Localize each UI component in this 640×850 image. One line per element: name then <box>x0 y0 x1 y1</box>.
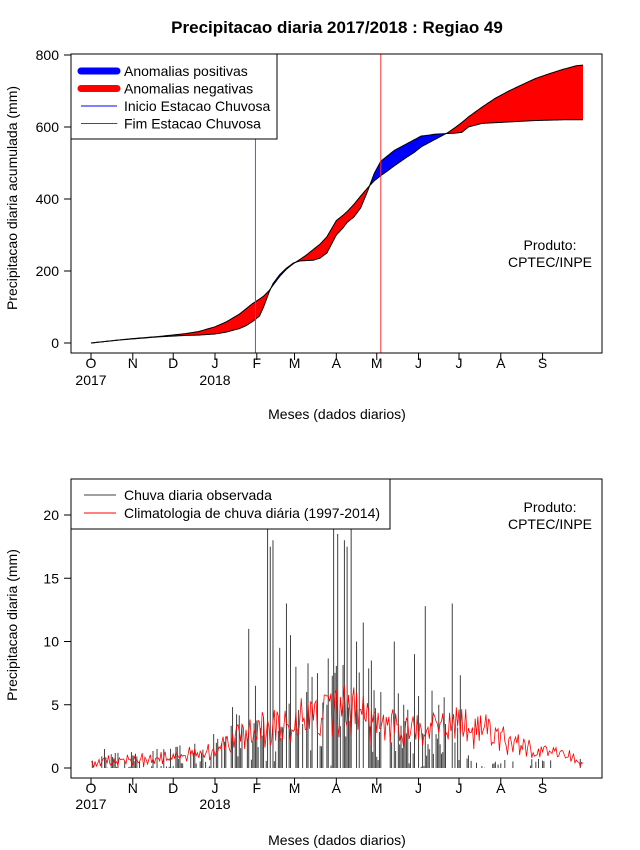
top-legend: Anomalias positivas Anomalias negativasIn… <box>70 53 278 140</box>
positive-anomaly-area <box>370 133 447 186</box>
x-tick-label: N <box>128 355 138 371</box>
x-year-label: 2018 <box>199 796 230 812</box>
x-tick-label: J <box>212 355 219 371</box>
legend-label: Chuva diaria observada <box>124 487 272 503</box>
x-tick-label: J <box>415 355 422 371</box>
top-annotation-line1: Produto: <box>524 237 577 253</box>
x-tick-label: M <box>371 355 383 371</box>
x-tick-label: A <box>332 355 342 371</box>
x-tick-label: D <box>168 355 178 371</box>
bottom-annotation-line2: CPTEC/INPE <box>508 516 592 532</box>
x-tick-label: M <box>371 780 383 796</box>
x-tick-label: J <box>455 355 462 371</box>
x-year-label: 2017 <box>75 796 106 812</box>
x-tick-label: A <box>496 355 506 371</box>
negative-anomaly-area <box>119 286 272 341</box>
bottom-y-axis-label: Precipitacao diaria (mm) <box>4 549 20 701</box>
y-tick-label: 200 <box>36 263 60 279</box>
legend-label: Anomalias negativas <box>124 81 253 97</box>
x-tick-label: M <box>289 355 301 371</box>
legend-label: Inicio Estacao Chuvosa <box>124 98 271 114</box>
x-tick-label: J <box>455 780 462 796</box>
x-tick-label: S <box>538 355 547 371</box>
y-tick-label: 20 <box>43 507 59 523</box>
observed-cumulative-line <box>90 119 583 344</box>
negative-anomaly-area <box>446 65 583 134</box>
x-tick-label: J <box>415 780 422 796</box>
y-tick-label: 15 <box>43 570 59 586</box>
y-tick-label: 5 <box>51 697 59 713</box>
x-tick-label: N <box>128 780 138 796</box>
x-tick-label: J <box>212 780 219 796</box>
daily-climatology-line <box>90 685 584 768</box>
positive-anomaly-area <box>271 262 296 288</box>
legend-label: Climatologia de chuva diária (1997-2014) <box>124 505 380 521</box>
legend-box <box>70 478 391 530</box>
bottom-legend: Chuva diaria observada Climatologia de ch… <box>70 478 391 530</box>
top-x-axis-label: Meses (dados diarios) <box>268 406 406 422</box>
y-tick-label: 800 <box>36 47 60 63</box>
x-tick-label: S <box>538 780 547 796</box>
x-year-label: 2017 <box>75 372 106 388</box>
legend-label: Anomalias positivas <box>124 63 248 79</box>
bottom-annotation-line1: Produto: <box>524 499 577 515</box>
bottom-plot-area <box>90 521 584 768</box>
x-tick-label: F <box>253 780 262 796</box>
x-tick-label: F <box>253 355 262 371</box>
bottom-x-axis-label: Meses (dados diarios) <box>268 832 406 848</box>
x-tick-label: A <box>332 780 342 796</box>
y-tick-label: 400 <box>36 191 60 207</box>
x-tick-label: M <box>289 780 301 796</box>
accumulated-precipitation-chart: Precipitacao diaria 2017/2018 : Regiao 4… <box>4 18 603 422</box>
y-tick-label: 10 <box>43 634 59 650</box>
x-tick-label: O <box>86 780 97 796</box>
climatology-cumulative-line <box>90 64 584 344</box>
legend-label: Fim Estacao Chuvosa <box>124 116 261 132</box>
x-year-label: 2018 <box>199 372 230 388</box>
x-tick-label: A <box>496 780 506 796</box>
daily-precipitation-chart: Precipitacao diaria (mm) Meses (dados di… <box>4 478 603 848</box>
y-tick-label: 0 <box>51 760 59 776</box>
x-tick-label: D <box>168 780 178 796</box>
x-tick-label: O <box>86 355 97 371</box>
y-tick-label: 0 <box>51 335 59 351</box>
top-annotation-line2: CPTEC/INPE <box>508 254 592 270</box>
y-tick-label: 600 <box>36 119 60 135</box>
negative-anomaly-area <box>295 184 371 263</box>
top-y-axis-label: Precipitacao diaria acumulada (mm) <box>4 86 20 310</box>
chart-title: Precipitacao diaria 2017/2018 : Regiao 4… <box>171 18 503 37</box>
